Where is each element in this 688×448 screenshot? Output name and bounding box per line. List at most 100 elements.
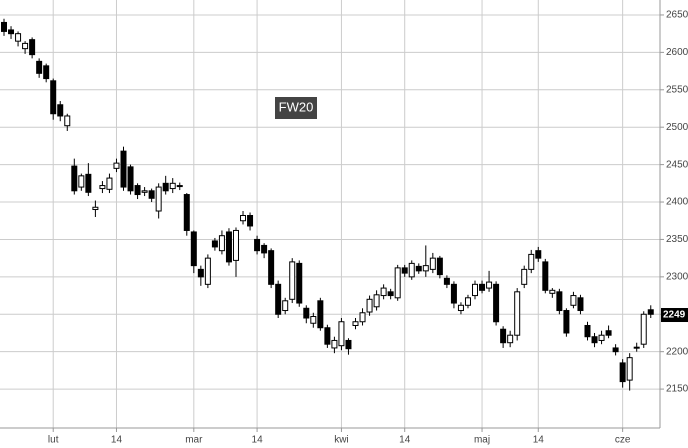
candle-body bbox=[450, 283, 457, 304]
candle-body bbox=[247, 214, 254, 227]
candle-body bbox=[401, 267, 408, 274]
candle-body bbox=[521, 268, 528, 285]
candle-body bbox=[1, 21, 7, 32]
candle-body bbox=[71, 165, 78, 192]
candle-body bbox=[176, 185, 183, 188]
candle-body bbox=[92, 206, 99, 211]
y-tick-label: 2650 bbox=[666, 10, 688, 21]
candle-body bbox=[486, 281, 493, 289]
candle-body bbox=[570, 295, 577, 306]
candle-body bbox=[29, 39, 36, 56]
candle-body bbox=[57, 104, 64, 117]
candle-body bbox=[528, 253, 535, 270]
x-tick-label: 14 bbox=[399, 435, 411, 446]
title-box bbox=[275, 97, 317, 119]
candle-body bbox=[141, 190, 148, 193]
last-price-label: 2249 bbox=[663, 310, 686, 321]
candle-body bbox=[507, 334, 514, 344]
chart-title: FW20 bbox=[279, 99, 314, 114]
candle-body bbox=[535, 250, 542, 259]
candle-body bbox=[99, 185, 106, 190]
x-tick-label: mar bbox=[185, 435, 203, 446]
candle-body bbox=[514, 291, 521, 336]
candle-body bbox=[542, 261, 549, 291]
candle-body bbox=[303, 307, 310, 319]
candle-body bbox=[78, 175, 85, 188]
candle-body bbox=[345, 339, 352, 350]
candle-body bbox=[190, 231, 197, 267]
candle-body bbox=[408, 262, 415, 278]
candle-body bbox=[577, 297, 584, 312]
candle-body bbox=[366, 298, 373, 313]
candle-body bbox=[626, 357, 633, 381]
candle-body bbox=[275, 283, 282, 315]
candle-body bbox=[549, 289, 556, 294]
x-tick-label: cze bbox=[615, 435, 631, 446]
y-tick-label: 2300 bbox=[666, 271, 688, 282]
candle-body bbox=[464, 297, 471, 306]
candle-body bbox=[261, 244, 268, 254]
candle-body bbox=[331, 339, 338, 349]
candle-body bbox=[310, 316, 317, 324]
candle-body bbox=[324, 327, 331, 345]
candle-body bbox=[605, 330, 612, 336]
candle-body bbox=[493, 283, 500, 323]
grid bbox=[0, 0, 660, 428]
candle-body bbox=[22, 42, 29, 50]
candle-body bbox=[240, 214, 247, 222]
candle-body bbox=[113, 162, 120, 169]
candle-body bbox=[162, 182, 169, 192]
candle-body bbox=[15, 33, 22, 42]
candle-body bbox=[472, 283, 479, 297]
candle-body bbox=[169, 182, 176, 190]
candle-body bbox=[584, 324, 591, 338]
candle-body bbox=[197, 268, 204, 278]
candle-body bbox=[563, 310, 570, 334]
candle-body bbox=[155, 186, 162, 212]
x-tick-label: maj bbox=[474, 435, 490, 446]
candle-body bbox=[633, 346, 640, 349]
x-tick-label: 14 bbox=[111, 435, 123, 446]
candle-body bbox=[429, 257, 436, 270]
candle-body bbox=[500, 328, 507, 344]
candle-body bbox=[422, 265, 429, 272]
candle-body bbox=[556, 291, 563, 312]
candle-body bbox=[436, 257, 443, 276]
candle-body bbox=[106, 177, 113, 190]
y-tick-label: 2200 bbox=[666, 346, 688, 357]
candle-body bbox=[50, 80, 57, 115]
candle-body bbox=[352, 321, 359, 326]
candle-body bbox=[619, 362, 626, 383]
candle-body bbox=[85, 173, 92, 193]
candle-body bbox=[394, 267, 401, 299]
candle-body bbox=[317, 300, 324, 329]
candle-body bbox=[268, 250, 275, 285]
candle-body bbox=[591, 336, 598, 344]
candle-body bbox=[457, 304, 464, 312]
candle-body bbox=[640, 313, 647, 345]
last-price-box bbox=[661, 308, 688, 323]
candle-body bbox=[148, 190, 155, 199]
candle-body bbox=[8, 29, 15, 35]
candle-body bbox=[183, 194, 190, 231]
candle-body bbox=[225, 231, 232, 263]
candle-body bbox=[289, 261, 296, 300]
x-tick-label: 14 bbox=[252, 435, 264, 446]
candle-body bbox=[373, 294, 380, 308]
y-tick-label: 2150 bbox=[666, 384, 688, 395]
candle-body bbox=[647, 309, 654, 315]
candle-body bbox=[36, 60, 43, 74]
candle-body bbox=[612, 347, 619, 353]
candle-body bbox=[415, 265, 422, 272]
y-tick-label: 2500 bbox=[666, 122, 688, 133]
candle-body bbox=[598, 334, 605, 341]
candle-body bbox=[296, 262, 303, 304]
y-tick-label: 2600 bbox=[666, 47, 688, 58]
x-tick-label: lut bbox=[48, 435, 59, 446]
candle-body bbox=[254, 238, 261, 252]
candle-body bbox=[232, 229, 239, 261]
candle-body bbox=[204, 257, 211, 285]
candles bbox=[1, 18, 654, 391]
y-tick-label: 2400 bbox=[666, 197, 688, 208]
